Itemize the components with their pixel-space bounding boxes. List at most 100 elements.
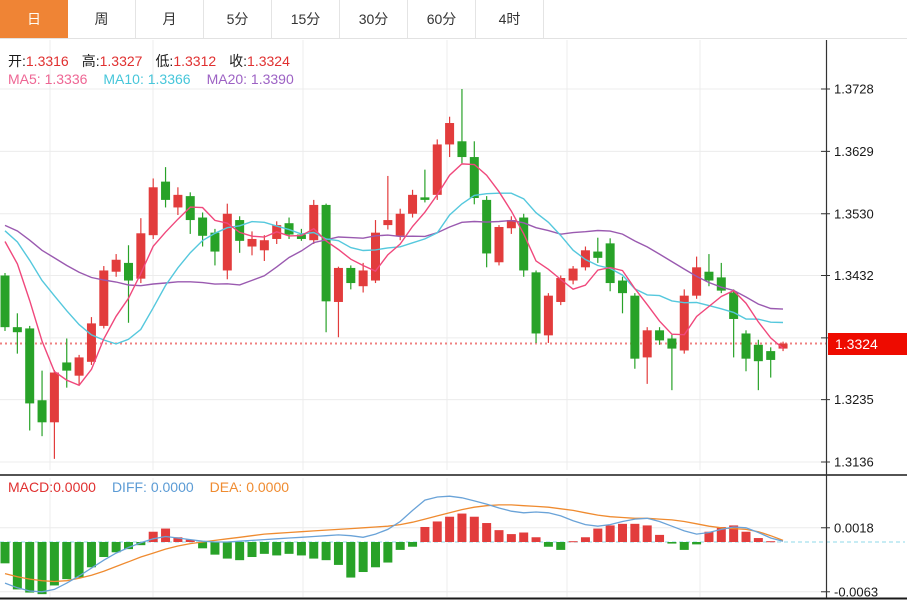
candle-body: [99, 270, 109, 326]
candle-body: [457, 141, 467, 158]
macd-bar: [605, 525, 615, 542]
macd-bar: [12, 542, 22, 590]
macd-bar: [630, 523, 640, 542]
candle-body: [148, 187, 158, 236]
candle-body: [86, 323, 96, 362]
macd-bar: [136, 542, 146, 546]
macd-bar: [383, 542, 393, 563]
candle-body: [506, 220, 516, 229]
tab-month[interactable]: 月: [136, 0, 204, 38]
candle-body: [62, 362, 72, 371]
dea-line: [4, 504, 784, 583]
price-axis-label: 1.3629: [834, 144, 874, 159]
candle-body: [519, 217, 529, 271]
macd-bar: [296, 542, 306, 556]
macd-axis-label: 0.0018: [834, 520, 874, 535]
candle-body: [124, 262, 133, 281]
tab-day[interactable]: 日: [0, 0, 68, 38]
macd-bar: [222, 542, 232, 559]
candle-body: [49, 372, 59, 423]
macd-bar: [655, 534, 665, 542]
macd-axis-label: -0.0063: [834, 584, 878, 599]
macd-bar: [173, 537, 183, 542]
candle-body: [642, 330, 652, 358]
macd-bar: [333, 542, 343, 565]
macd-bar: [482, 523, 492, 542]
candle-body: [729, 292, 739, 319]
candle-body: [432, 144, 442, 195]
tab-60min[interactable]: 60分: [408, 0, 476, 38]
candle-body: [296, 234, 306, 239]
candle-body: [605, 243, 615, 284]
macd-bar: [741, 531, 751, 542]
candle-body: [420, 197, 430, 200]
macd-bar: [25, 542, 35, 593]
macd-bar: [371, 542, 380, 568]
macd-bar: [531, 537, 541, 542]
candle-body: [753, 344, 763, 362]
candle-body: [136, 233, 146, 279]
macd-bar: [580, 537, 590, 542]
macd-bar: [704, 531, 714, 542]
candle-body: [25, 328, 35, 404]
macd-bar: [618, 523, 627, 542]
macd-bar: [185, 539, 195, 542]
macd-bar: [321, 542, 331, 561]
candle-body: [692, 267, 702, 296]
candle-body: [383, 220, 393, 226]
candle-body: [346, 267, 356, 284]
candle-body: [333, 267, 343, 302]
macd-bar: [259, 542, 269, 554]
tab-5min[interactable]: 5分: [204, 0, 272, 38]
candle-body: [741, 333, 751, 359]
macd-bar: [432, 521, 442, 542]
current-price-badge: 1.3324: [828, 333, 907, 355]
candle-body: [173, 194, 183, 208]
price-axis-label: 1.3530: [834, 206, 874, 221]
candle-body: [543, 295, 553, 336]
macd-bar: [247, 542, 257, 558]
macd-bar: [49, 542, 59, 586]
macd-bar: [506, 534, 516, 542]
candle-body: [494, 226, 504, 263]
macd-bar: [729, 525, 739, 542]
candle-body: [198, 217, 208, 236]
candle-body: [235, 220, 245, 241]
macd-bar: [469, 516, 479, 542]
macd-bar: [395, 542, 405, 550]
price-axis-label: 1.3235: [834, 392, 874, 407]
candle-body: [371, 232, 380, 281]
ma10-line: [4, 192, 784, 345]
candle-body: [766, 351, 776, 360]
candle-body: [12, 327, 22, 333]
macd-bar: [692, 542, 702, 545]
candle-body: [37, 400, 47, 423]
macd-bar: [235, 542, 245, 561]
macd-bar: [74, 542, 84, 578]
tab-30min[interactable]: 30分: [340, 0, 408, 38]
price-axis-label: 1.3136: [834, 455, 874, 470]
macd-bar: [445, 516, 455, 542]
candle-body: [321, 204, 331, 302]
candle-body: [655, 330, 665, 341]
macd-bar: [309, 542, 319, 559]
macd-bar: [198, 542, 208, 549]
price-axis-label: 1.3728: [834, 82, 874, 97]
macd-bar: [148, 531, 158, 542]
candle-body: [74, 357, 84, 376]
macd-bar: [519, 532, 529, 542]
candle-body: [568, 268, 578, 281]
candle-body: [309, 204, 319, 241]
macd-bar: [358, 542, 368, 573]
candle-body: [679, 295, 689, 351]
tab-week[interactable]: 周: [68, 0, 136, 38]
candle-body: [210, 232, 220, 252]
candle-body: [556, 278, 566, 302]
ma20-line: [4, 219, 784, 310]
tab-15min[interactable]: 15分: [272, 0, 340, 38]
candle-body: [778, 343, 788, 349]
macd-bar: [0, 542, 10, 564]
tab-4hour[interactable]: 4时: [476, 0, 544, 38]
